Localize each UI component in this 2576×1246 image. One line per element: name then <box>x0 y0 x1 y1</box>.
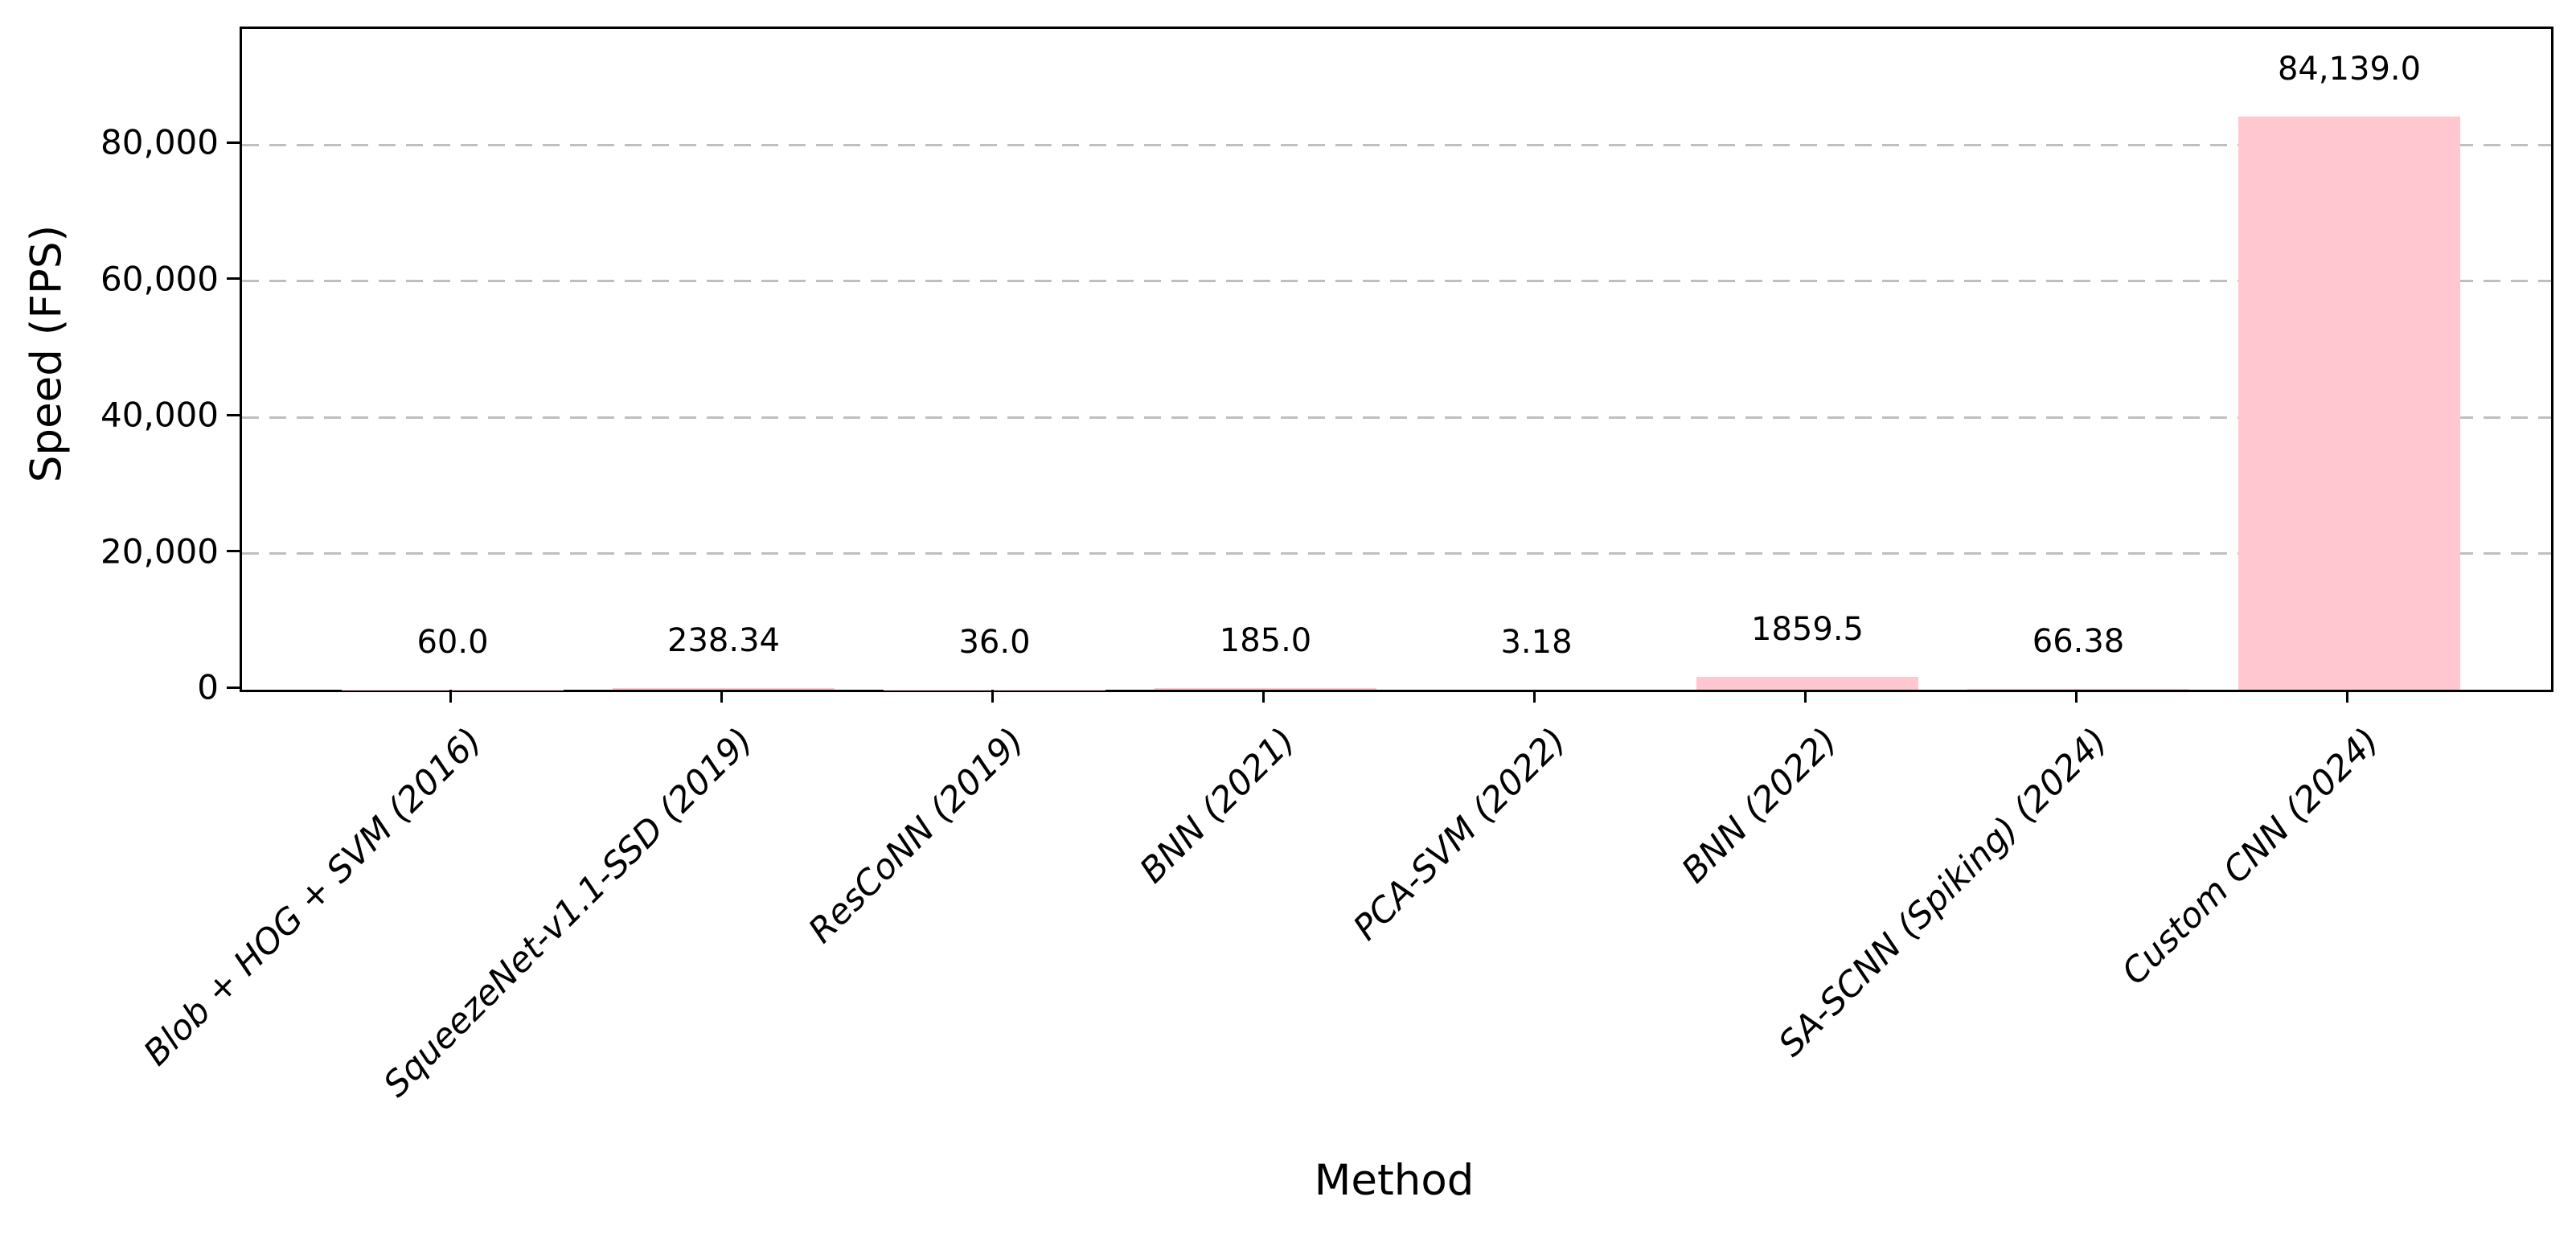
gridline-80,000 <box>242 143 2551 146</box>
bar-4 <box>1155 688 1376 690</box>
x-tick-mark <box>449 690 452 703</box>
gridline-40,000 <box>242 416 2551 419</box>
x-tick-mark <box>1261 690 1265 703</box>
x-tick-label: BNN (2022) <box>1673 720 1845 891</box>
y-axis-title: Speed (FPS) <box>22 224 72 483</box>
y-tick-mark <box>227 141 240 144</box>
x-tick-mark <box>2345 690 2348 703</box>
y-tick-mark <box>227 550 240 552</box>
x-axis-title: Method <box>1314 1156 1475 1205</box>
bar-8 <box>2238 117 2460 690</box>
bar-value-label: 3.18 <box>1500 623 1573 661</box>
x-tick-label: PCA-SVM (2022) <box>1345 720 1574 949</box>
bar-value-label: 36.0 <box>958 623 1031 661</box>
y-tick-mark <box>227 277 240 281</box>
bar-value-label: 66.38 <box>2032 623 2125 661</box>
x-tick-mark <box>720 690 723 703</box>
bar-7 <box>1967 689 2189 690</box>
plot-area: 60.0 238.34 36.0 185.0 3.18 1859.5 66.38 84,139… <box>240 27 2553 692</box>
x-tick-label: ResCoNN (2019) <box>801 720 1032 952</box>
y-tick-label: 40,000 <box>100 395 219 435</box>
bar-value-label: 60.0 <box>416 623 489 661</box>
bar-value-label: 84,139.0 <box>2277 51 2422 88</box>
gridline-20,000 <box>242 552 2551 555</box>
x-tick-label: SA-SCNN (Spiking) (2024) <box>1771 720 2116 1065</box>
bar-value-label: 238.34 <box>667 621 780 659</box>
bar-1 <box>342 689 564 690</box>
x-tick-mark <box>991 690 994 703</box>
y-tick-mark <box>227 686 240 689</box>
y-tick-mark <box>227 413 240 416</box>
y-tick-label: 20,000 <box>100 531 219 571</box>
x-tick-mark <box>1803 690 1807 703</box>
x-tick-label: BNN (2021) <box>1131 720 1303 891</box>
x-tick-mark <box>1532 690 1536 703</box>
bar-value-label: 185.0 <box>1219 622 1312 660</box>
gridline-60,000 <box>242 280 2551 283</box>
bar-6 <box>1696 677 1918 690</box>
y-tick-label: 0 <box>197 667 219 707</box>
x-tick-mark <box>2074 690 2078 703</box>
bar-2 <box>613 687 835 690</box>
y-tick-label: 80,000 <box>100 122 219 162</box>
y-tick-label: 60,000 <box>100 259 219 299</box>
bar-value-label: 1859.5 <box>1751 611 1864 649</box>
x-tick-label: Custom CNN (2024) <box>2114 720 2387 994</box>
